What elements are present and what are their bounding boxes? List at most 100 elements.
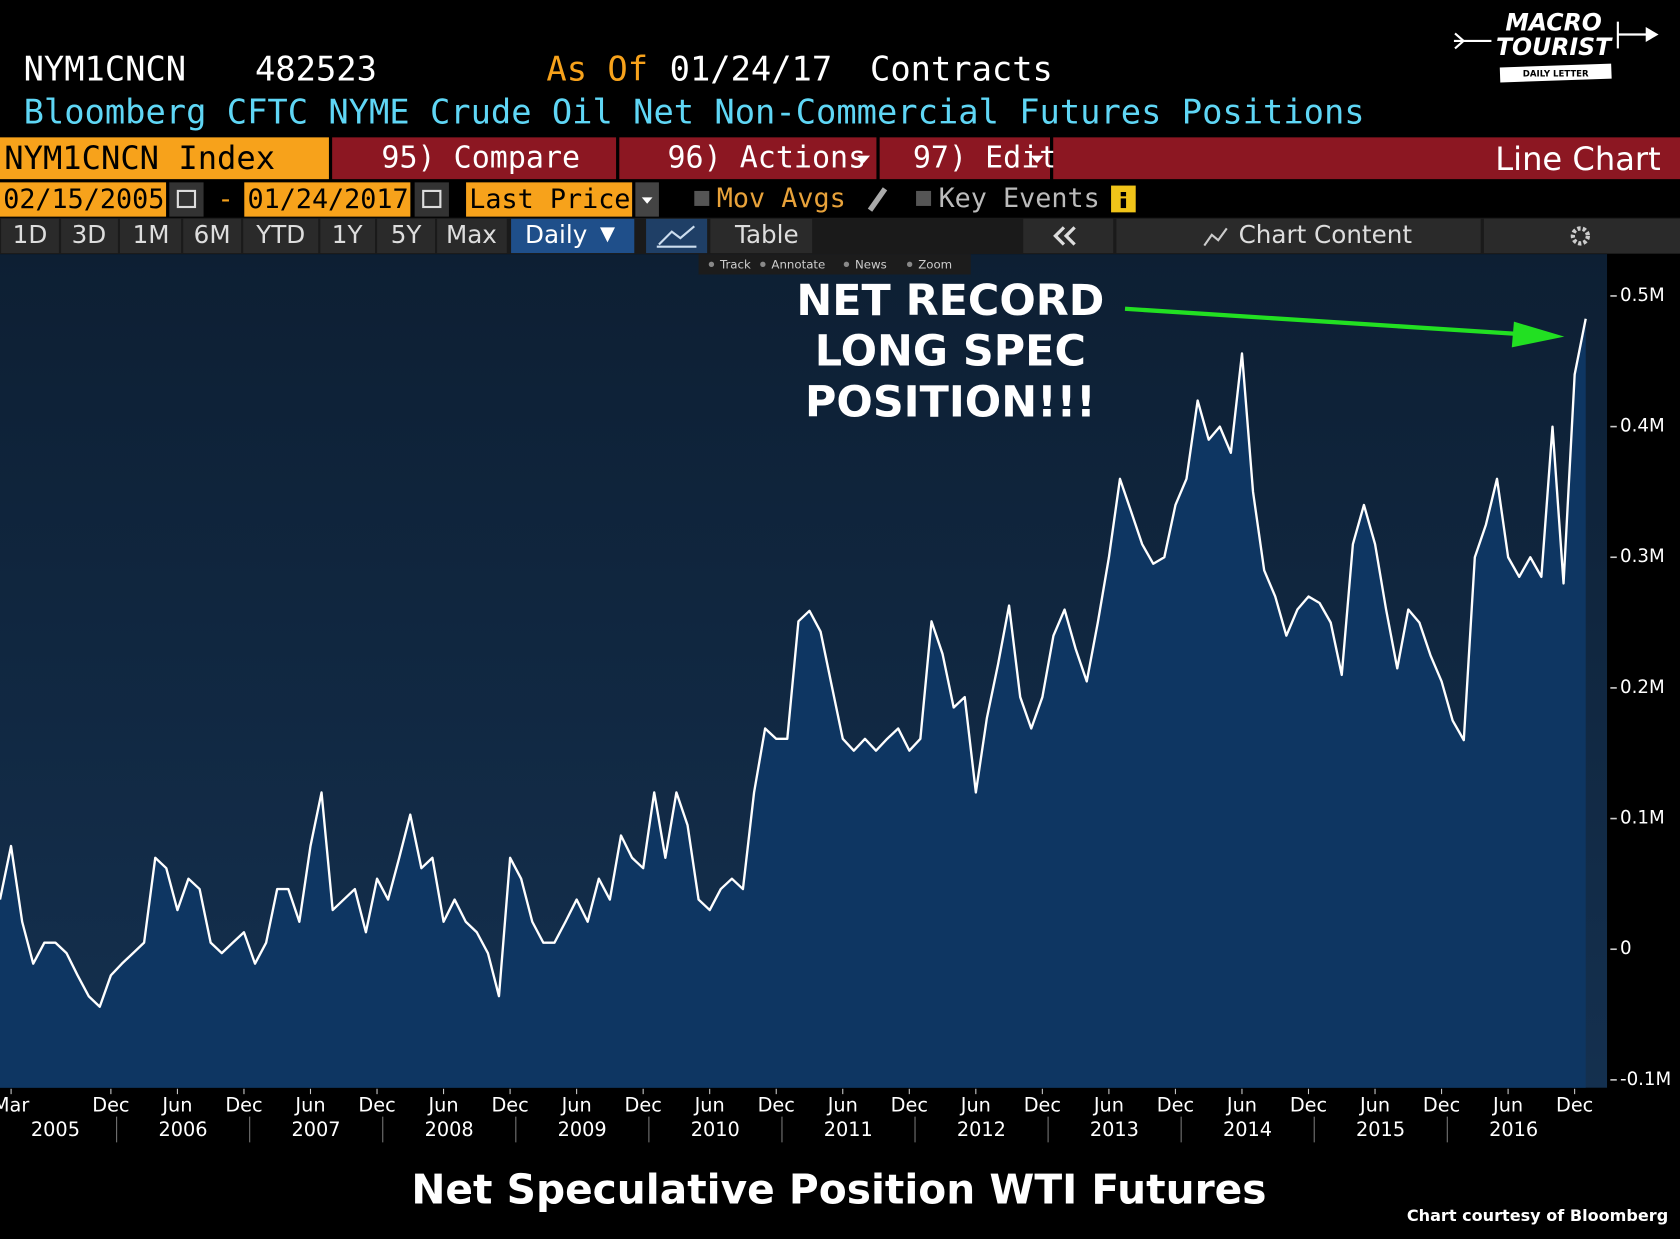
tool-icon bbox=[843, 261, 850, 267]
chart-type-box bbox=[1053, 137, 1680, 180]
compare: 95) Compare bbox=[381, 140, 580, 175]
calendar-icon bbox=[422, 189, 442, 209]
period: Max bbox=[446, 220, 497, 249]
period: 1M bbox=[133, 220, 170, 249]
checkbox[interactable] bbox=[916, 190, 932, 206]
y-tick-label: 0.3M bbox=[1620, 546, 1665, 567]
period-button[interactable] bbox=[1, 218, 59, 254]
credit: Chart courtesy of Bloomberg bbox=[1407, 1206, 1668, 1225]
y-tick-label: 0.5M bbox=[1620, 285, 1665, 306]
tool-icon bbox=[906, 261, 913, 267]
year-label: 2012 bbox=[957, 1118, 1006, 1141]
period-button[interactable] bbox=[183, 218, 242, 254]
frequency-button[interactable] bbox=[511, 218, 635, 254]
table-button[interactable] bbox=[710, 218, 813, 254]
settings-button[interactable] bbox=[1483, 218, 1680, 254]
chart-content-icon bbox=[1203, 227, 1228, 247]
x-tick-label: Jun bbox=[294, 1093, 325, 1116]
collapse-icon bbox=[1053, 226, 1066, 246]
chart-tool[interactable]: Track bbox=[719, 257, 751, 271]
x-tick-label: Dec bbox=[1556, 1093, 1593, 1116]
x-tick-label: Dec bbox=[891, 1093, 928, 1116]
year-label: 2016 bbox=[1489, 1118, 1538, 1141]
year-label: 2015 bbox=[1356, 1118, 1405, 1141]
line bbox=[0, 318, 1587, 1008]
pencil-icon[interactable] bbox=[867, 187, 888, 212]
chart-tool[interactable]: News bbox=[855, 257, 887, 271]
calendar-button[interactable] bbox=[414, 182, 449, 217]
period-button[interactable] bbox=[437, 218, 507, 254]
dropdown-arrow bbox=[600, 227, 615, 243]
chart-title: Net Speculative Position WTI Futures bbox=[411, 1166, 1266, 1214]
period: 1Y bbox=[332, 220, 364, 249]
year-label: 2011 bbox=[824, 1118, 873, 1141]
date-separator: - bbox=[218, 184, 234, 215]
x-tick-label: Jun bbox=[1359, 1093, 1390, 1116]
annotation-arrow bbox=[1124, 306, 1527, 337]
x-tick-label: Jun bbox=[960, 1093, 991, 1116]
x-tick-label: Dec bbox=[92, 1093, 129, 1116]
collapse-icon bbox=[1063, 226, 1076, 246]
chart-type: Line Chart bbox=[1495, 140, 1660, 178]
tool-icon bbox=[760, 261, 766, 267]
compare-button[interactable] bbox=[332, 137, 617, 180]
dropdown-arrow bbox=[641, 197, 653, 204]
unit: Contracts bbox=[870, 49, 1053, 88]
y-tick-label: 0 bbox=[1620, 938, 1632, 959]
year-label: 2014 bbox=[1223, 1118, 1272, 1141]
frequency: Daily bbox=[525, 220, 587, 249]
period-button[interactable] bbox=[120, 218, 182, 254]
year-label: 2006 bbox=[158, 1118, 207, 1141]
calendar-button[interactable] bbox=[169, 182, 204, 217]
year-label: 2009 bbox=[558, 1118, 607, 1141]
dropdown-arrow bbox=[1030, 155, 1044, 164]
year-label: 2008 bbox=[425, 1118, 474, 1141]
period: 3D bbox=[72, 220, 107, 249]
period-button[interactable] bbox=[377, 218, 435, 254]
logo-arrow bbox=[1645, 27, 1659, 42]
info-icon bbox=[1120, 192, 1127, 197]
chart-content-button[interactable] bbox=[1116, 218, 1481, 254]
header: NYM1CNCN 482523 As Of 01/24/17 Contracts… bbox=[24, 49, 1365, 131]
end-date: 01/24/2017 bbox=[247, 184, 408, 215]
edit-button[interactable] bbox=[879, 137, 1050, 180]
chart-tool[interactable]: Zoom bbox=[918, 257, 952, 271]
x-tick-label: Dec bbox=[1290, 1093, 1327, 1116]
field-box[interactable] bbox=[466, 182, 633, 217]
last-value: 482523 bbox=[255, 49, 377, 88]
function-bar: NYM1CNCN Index 95) Compare 96) Actions 9… bbox=[0, 137, 1680, 180]
end-date-box[interactable] bbox=[244, 182, 411, 217]
annotation-arrowhead bbox=[1511, 321, 1565, 348]
table: Table bbox=[734, 220, 799, 249]
y-tick-label: 0.4M bbox=[1620, 416, 1665, 437]
annotation-line: NET RECORD bbox=[796, 276, 1104, 326]
x-tick-label: Dec bbox=[225, 1093, 262, 1116]
annotation-line: POSITION!!! bbox=[805, 378, 1096, 428]
period-button[interactable] bbox=[61, 218, 118, 254]
x-tick-label: Jun bbox=[1093, 1093, 1124, 1116]
x-tick-label: Mar bbox=[0, 1093, 29, 1116]
chart-tool[interactable]: Annotate bbox=[771, 257, 825, 271]
period: YTD bbox=[255, 220, 305, 249]
actions-button[interactable] bbox=[619, 137, 877, 180]
security: NYM1CNCN Index bbox=[4, 139, 275, 177]
settings-bar: 02/15/2005 - 01/24/2017 Last Price Mov A… bbox=[0, 182, 1136, 217]
period-bar: Daily Table Chart Content 1D 3D 1M 6M YTD 1Y 5… bbox=[0, 217, 1680, 255]
security-box[interactable] bbox=[0, 137, 329, 180]
x-tick-label: Dec bbox=[491, 1093, 528, 1116]
plot: -0.1M 0 0.1M 0.2M 0.3M 0.4M 0.5M Mar Dec Jun Dec Ju… bbox=[0, 285, 1671, 1143]
start-date-box[interactable] bbox=[0, 182, 167, 217]
info-icon bbox=[1120, 198, 1127, 209]
chart-view-icon bbox=[658, 225, 695, 246]
x-tick-label: Jun bbox=[827, 1093, 858, 1116]
logo-line: MACRO bbox=[1505, 8, 1601, 36]
period: 6M bbox=[194, 220, 231, 249]
checkbox[interactable] bbox=[694, 190, 710, 206]
x-tick-label: Jun bbox=[561, 1093, 592, 1116]
gear-icon bbox=[1570, 226, 1590, 246]
x-tick-label: Dec bbox=[758, 1093, 795, 1116]
period-button[interactable] bbox=[243, 218, 319, 254]
period-button[interactable] bbox=[320, 218, 375, 254]
ticker: NYM1CNCN bbox=[24, 49, 187, 88]
